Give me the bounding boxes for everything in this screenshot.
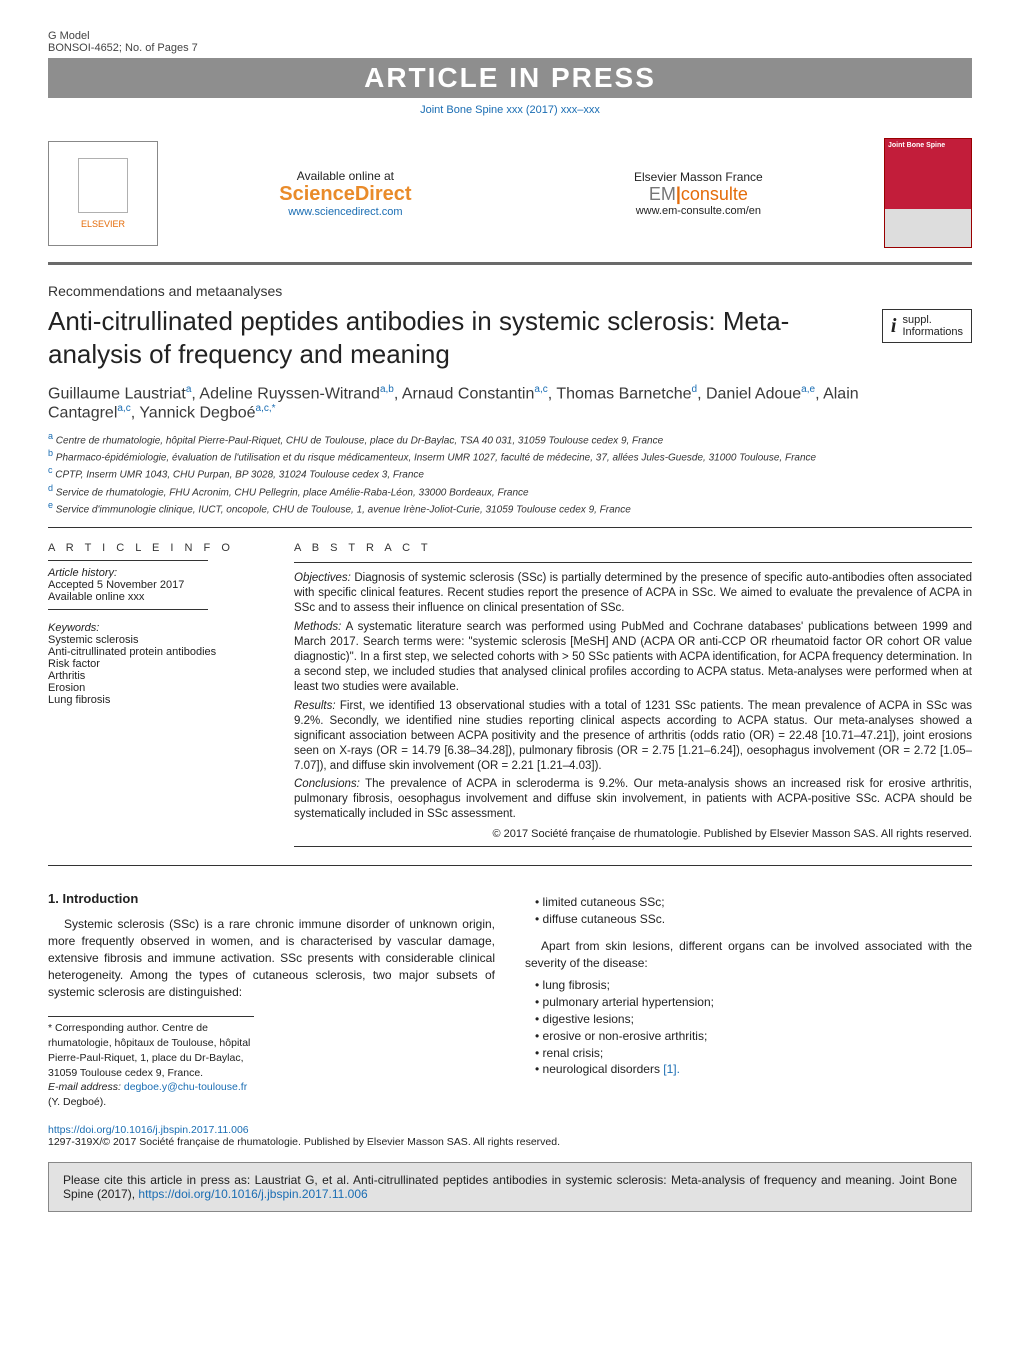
citation-box: Please cite this article in press as: La… (48, 1162, 972, 1212)
list-item: neurological disorders [1]. (535, 1061, 972, 1078)
list-item: diffuse cutaneous SSc. (535, 911, 972, 928)
elsevier-masson-label: Elsevier Masson France (634, 170, 763, 184)
article-info-column: A R T I C L E I N F O Article history: A… (48, 542, 268, 847)
footnote-email-line: E-mail address: degboe.y@chu-toulouse.fr… (48, 1080, 254, 1109)
keyword-item: Arthritis (48, 670, 268, 682)
elsevier-text: ELSEVIER (81, 219, 125, 229)
authors-list: Guillaume Laustriata, Adeline Ruyssen-Wi… (48, 384, 862, 423)
keyword-item: Systemic sclerosis (48, 634, 268, 646)
citation-doi-link[interactable]: https://doi.org/10.1016/j.jbspin.2017.11… (138, 1187, 367, 1201)
list-item: erosive or non-erosive arthritis; (535, 1028, 972, 1045)
ref-link[interactable]: [1]. (663, 1062, 680, 1076)
abstract-heading: A B S T R A C T (294, 542, 972, 554)
organs-list: lung fibrosis;pulmonary arterial hyperte… (525, 977, 972, 1078)
keyword-item: Risk factor (48, 658, 268, 670)
gmodel-label: G Model (48, 30, 198, 42)
list-item: digestive lesions; (535, 1011, 972, 1028)
history-heading: Article history: (48, 567, 268, 579)
affiliation-item: b Pharmaco-épidémiologie, évaluation de … (48, 448, 972, 463)
abstract-methods: Methods: A systematic literature search … (294, 620, 972, 695)
supplementary-info-badge[interactable]: i suppl.Informations (882, 309, 972, 343)
running-header: G Model BONSOI-4652; No. of Pages 7 (48, 30, 972, 54)
email-link[interactable]: degboe.y@chu-toulouse.fr (124, 1081, 247, 1093)
publisher-row: ELSEVIER Available online at ScienceDire… (48, 124, 972, 265)
list-item: renal crisis; (535, 1045, 972, 1062)
article-type-label: Recommendations and metaanalyses (48, 283, 972, 299)
intro-p2: Apart from skin lesions, different organ… (525, 938, 972, 972)
affiliations-block: a Centre de rhumatologie, hôpital Pierre… (48, 431, 972, 516)
body-col-right: limited cutaneous SSc;diffuse cutaneous … (525, 890, 972, 1109)
corresponding-footnote: * Corresponding author. Centre de rhumat… (48, 1016, 254, 1109)
keyword-item: Erosion (48, 682, 268, 694)
emconsulte-link[interactable]: www.em-consulte.com/en (634, 205, 763, 217)
journal-issue: Joint Bone Spine xxx (2017) xxx–xxx (48, 104, 972, 116)
intro-p1: Systemic sclerosis (SSc) is a rare chron… (48, 916, 495, 1000)
affiliation-item: d Service de rhumatologie, FHU Acronim, … (48, 483, 972, 498)
suppl-text: suppl.Informations (902, 314, 963, 338)
article-info-heading: A R T I C L E I N F O (48, 542, 268, 554)
doc-id: BONSOI-4652; No. of Pages 7 (48, 42, 198, 54)
abstract-conclusions: Conclusions: The prevalence of ACPA in s… (294, 777, 972, 822)
keyword-item: Lung fibrosis (48, 694, 268, 706)
consulte-text: consulte (681, 184, 748, 204)
ssc-subsets-list: limited cutaneous SSc;diffuse cutaneous … (525, 894, 972, 928)
sciencedirect-logo: ScienceDirect (279, 183, 411, 206)
available-online-label: Available online at (279, 169, 411, 183)
list-item: pulmonary arterial hypertension; (535, 994, 972, 1011)
emconsulte-block: Elsevier Masson France EM|consulte www.e… (634, 170, 763, 217)
list-item: limited cutaneous SSc; (535, 894, 972, 911)
elsevier-logo: ELSEVIER (48, 141, 158, 246)
sciencedirect-link[interactable]: www.sciencedirect.com (279, 206, 411, 218)
info-icon: i (891, 315, 897, 338)
abstract-column: A B S T R A C T Objectives: Diagnosis of… (294, 542, 972, 847)
body-col-left: 1. Introduction Systemic sclerosis (SSc)… (48, 890, 495, 1109)
em-text: EM (649, 184, 676, 204)
article-title: Anti-citrullinated peptides antibodies i… (48, 305, 862, 370)
journal-cover-thumb: Joint Bone Spine (884, 138, 972, 248)
abstract-copyright: © 2017 Société française de rhumatologie… (294, 828, 972, 840)
abstract-objectives: Objectives: Diagnosis of systemic sclero… (294, 571, 972, 616)
keyword-item: Anti-citrullinated protein antibodies (48, 646, 268, 658)
issn-copyright: 1297-319X/© 2017 Société française de rh… (48, 1136, 972, 1148)
in-press-banner: ARTICLE IN PRESS (48, 58, 972, 98)
emconsulte-logo: EM|consulte (634, 184, 763, 205)
cover-title: Joint Bone Spine (885, 139, 971, 152)
affiliation-item: a Centre de rhumatologie, hôpital Pierre… (48, 431, 972, 446)
accepted-date: Accepted 5 November 2017 (48, 579, 268, 591)
doi-block: https://doi.org/10.1016/j.jbspin.2017.11… (48, 1124, 972, 1148)
online-date: Available online xxx (48, 591, 268, 603)
keywords-heading: Keywords: (48, 622, 268, 634)
sciencedirect-block: Available online at ScienceDirect www.sc… (279, 169, 411, 218)
elsevier-tree-icon (78, 158, 128, 213)
list-item: lung fibrosis; (535, 977, 972, 994)
doi-link[interactable]: https://doi.org/10.1016/j.jbspin.2017.11… (48, 1124, 249, 1136)
keywords-list: Systemic sclerosisAnti-citrullinated pro… (48, 634, 268, 706)
intro-heading: 1. Introduction (48, 890, 495, 908)
affiliation-item: e Service d'immunologie clinique, IUCT, … (48, 500, 972, 515)
affiliation-item: c CPTP, Inserm UMR 1043, CHU Purpan, BP … (48, 465, 972, 480)
footnote-text: * Corresponding author. Centre de rhumat… (48, 1021, 254, 1080)
abstract-results: Results: First, we identified 13 observa… (294, 699, 972, 774)
